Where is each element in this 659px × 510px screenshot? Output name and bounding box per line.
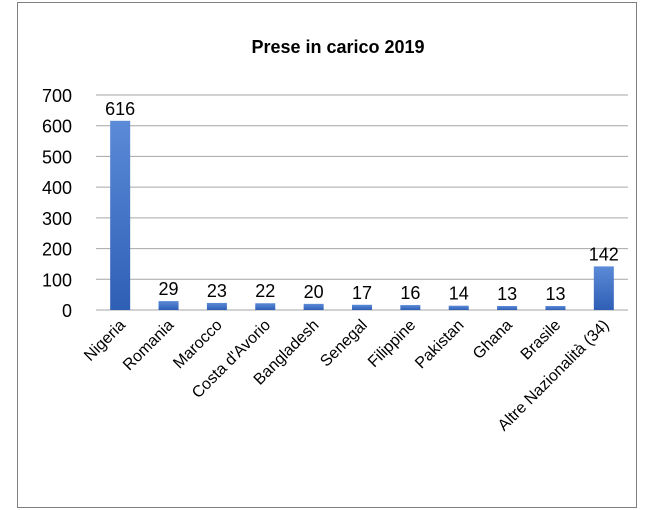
data-label: 13 (497, 284, 517, 304)
y-tick-label: 100 (42, 270, 72, 290)
bar (352, 304, 372, 310)
data-label: 142 (589, 244, 619, 264)
data-label: 13 (545, 284, 565, 304)
y-tick-label: 500 (42, 147, 72, 167)
y-tick-label: 400 (42, 178, 72, 198)
bar (400, 305, 421, 310)
chart-title: Prese in carico 2019 (251, 37, 424, 57)
data-label: 616 (105, 99, 135, 119)
data-label: 22 (255, 281, 275, 301)
x-tick-label: Brasile (518, 317, 565, 364)
bar (158, 301, 179, 310)
data-label: 29 (159, 279, 179, 299)
bar (303, 303, 324, 310)
y-tick-label: 600 (42, 117, 72, 137)
data-labels: 616 29 23 22 20 17 16 14 13 13 142 (105, 99, 619, 304)
y-tick-label: 0 (62, 301, 72, 321)
y-tick-label: 300 (42, 209, 72, 229)
y-tick-label: 700 (42, 86, 72, 106)
bar (110, 120, 131, 310)
bar (545, 306, 566, 310)
x-tick-label: Ghana (470, 317, 516, 363)
x-tick-label: Filippine (365, 317, 419, 371)
y-tick-label: 200 (42, 240, 72, 260)
x-tick-label: Nigeria (81, 317, 129, 365)
gridlines (96, 94, 628, 311)
data-label: 23 (207, 281, 227, 301)
x-tick-label: Romania (120, 317, 177, 374)
bar (448, 305, 469, 310)
data-label: 20 (304, 282, 324, 302)
y-axis-tick-labels: 0 100 200 300 400 500 600 700 (42, 86, 72, 321)
x-tick-label: Senegal (317, 317, 371, 371)
data-label: 16 (400, 283, 420, 303)
bar (593, 266, 614, 310)
bars (110, 120, 614, 310)
bar (206, 302, 227, 310)
bar (255, 303, 276, 310)
bar (497, 306, 518, 310)
data-label: 14 (449, 284, 469, 304)
x-tick-label: Pakistan (412, 317, 467, 372)
data-label: 17 (352, 283, 372, 303)
